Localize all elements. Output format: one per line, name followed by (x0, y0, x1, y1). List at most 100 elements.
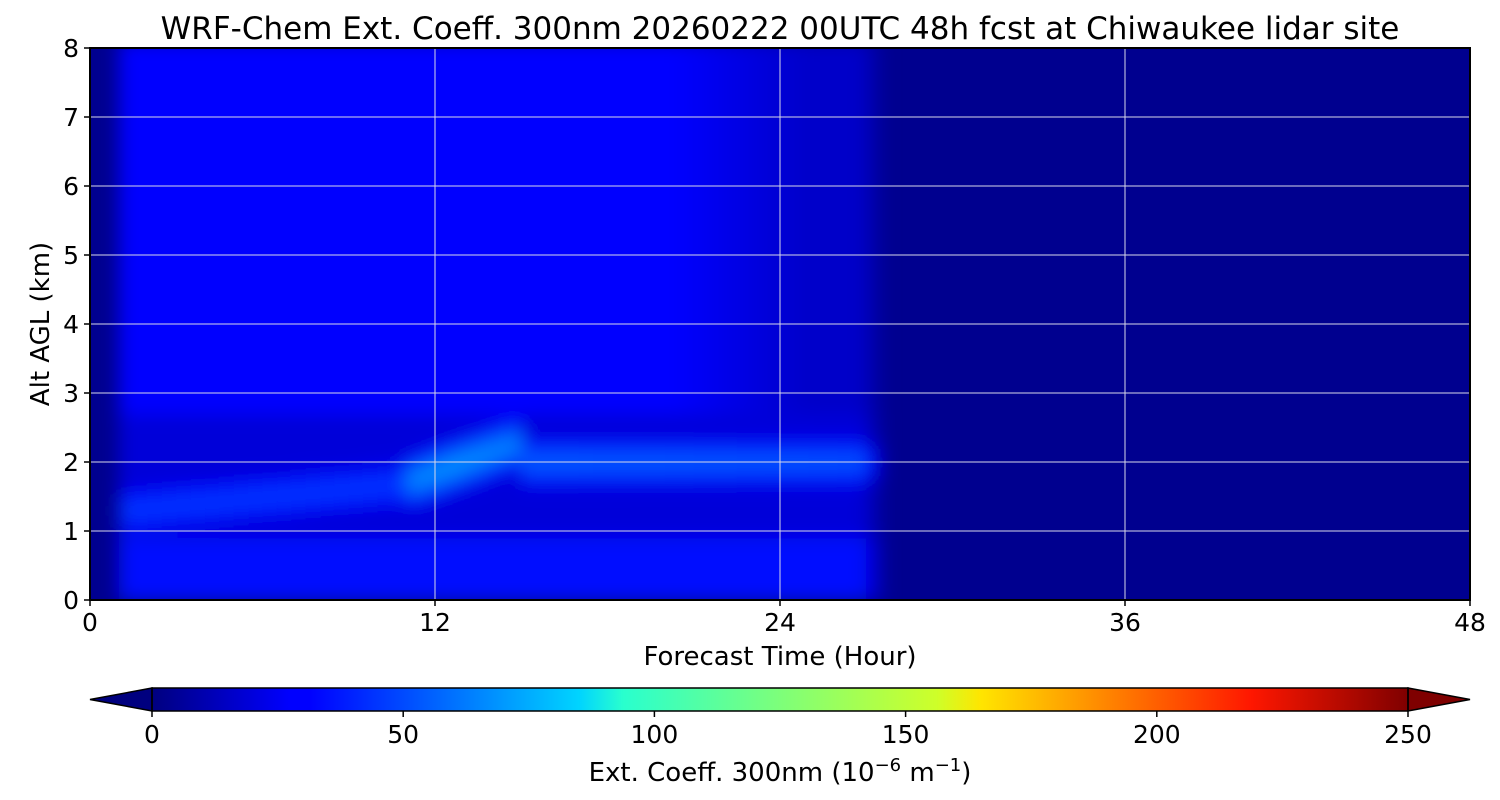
heatmap-cell (665, 448, 680, 456)
heatmap-cell (161, 220, 177, 228)
heatmap-cell (248, 103, 264, 111)
heatmap-cell (276, 462, 292, 470)
heatmap-cell (607, 103, 623, 111)
heatmap-cell (765, 544, 781, 553)
heatmap-cell (550, 255, 565, 263)
heatmap-cell (665, 337, 680, 346)
heatmap-cell (679, 144, 695, 153)
heatmap-cell (190, 303, 206, 311)
heatmap-cell (161, 261, 177, 270)
heatmap-cell (751, 579, 767, 587)
heatmap-cell (118, 48, 134, 56)
heatmap-cell (449, 503, 465, 511)
heatmap-cell (463, 393, 479, 401)
heatmap-cell (808, 531, 824, 539)
heatmap-cell (751, 255, 767, 263)
heatmap-cell (406, 379, 422, 387)
heatmap-cell (550, 455, 565, 463)
heatmap-cell (262, 517, 278, 525)
heatmap-cell (837, 579, 853, 587)
heatmap-cell (276, 517, 292, 525)
heatmap-cell (233, 248, 249, 256)
heatmap-cell (578, 455, 594, 463)
heatmap-cell (435, 544, 450, 553)
heatmap-cell (492, 186, 508, 194)
heatmap-cell (751, 565, 767, 573)
heatmap-cell (736, 179, 752, 187)
heatmap-cell (320, 234, 335, 242)
heatmap-cell (176, 296, 192, 304)
heatmap-cell (837, 358, 853, 366)
heatmap-cell (535, 386, 551, 394)
heatmap-cell (334, 144, 350, 153)
heatmap-cell (521, 441, 537, 449)
heatmap-cell (348, 593, 364, 600)
heatmap-cell (449, 289, 465, 297)
heatmap-cell (564, 537, 580, 546)
heatmap-cell (679, 558, 695, 567)
heatmap-cell (147, 517, 163, 525)
heatmap-cell (837, 475, 853, 484)
heatmap-cell (506, 151, 522, 159)
heatmap-cell (593, 234, 609, 242)
heatmap-cell (794, 227, 810, 235)
heatmap-cell (736, 220, 752, 228)
heatmap-cell (794, 165, 810, 173)
heatmap-cell (291, 572, 307, 580)
heatmap-cell (765, 165, 781, 173)
heatmap-cell (823, 551, 839, 560)
heatmap-cell (607, 151, 623, 159)
heatmap-cell (564, 186, 580, 194)
heatmap-cell (420, 255, 436, 263)
heatmap-cell (334, 358, 350, 366)
heatmap-cell (205, 344, 220, 353)
heatmap-cell (506, 565, 522, 573)
heatmap-cell (363, 510, 379, 518)
heatmap-cell (808, 206, 824, 215)
heatmap-cell (521, 420, 537, 429)
heatmap-cell (262, 213, 278, 222)
heatmap-cell (722, 61, 738, 70)
heatmap-cell (578, 54, 594, 63)
heatmap-cell (578, 206, 594, 215)
heatmap-cell (118, 268, 134, 277)
heatmap-cell (262, 330, 278, 339)
heatmap-cell (205, 455, 220, 463)
heatmap-cell (751, 496, 767, 504)
heatmap-cell (607, 503, 623, 511)
heatmap-cell (305, 296, 321, 304)
heatmap-cell (449, 475, 465, 484)
heatmap-cell (794, 151, 810, 159)
heatmap-cell (506, 130, 522, 139)
heatmap-cell (391, 137, 407, 146)
heatmap-cell (334, 61, 350, 70)
heatmap-cell (161, 54, 177, 63)
heatmap-cell (851, 96, 867, 104)
heatmap-cell (636, 96, 652, 104)
heatmap-cell (621, 448, 637, 456)
heatmap-cell (621, 482, 637, 491)
heatmap-field (118, 48, 882, 600)
heatmap-cell (205, 317, 220, 325)
heatmap-cell (219, 206, 235, 215)
heatmap-cell (823, 213, 839, 222)
heatmap-cell (435, 565, 450, 573)
heatmap-cell (851, 324, 867, 332)
heatmap-cell (679, 531, 695, 539)
heatmap-cell (593, 358, 609, 366)
heatmap-cell (693, 282, 709, 291)
heatmap-cell (722, 413, 738, 422)
heatmap-cell (478, 475, 494, 484)
heatmap-cell (492, 537, 508, 546)
heatmap-cell (578, 565, 594, 573)
heatmap-cell (823, 434, 839, 442)
heatmap-cell (147, 427, 163, 435)
heatmap-cell (765, 144, 781, 153)
heatmap-cell (449, 68, 465, 77)
heatmap-cell (564, 365, 580, 373)
heatmap-cell (866, 482, 882, 491)
heatmap-cell (650, 406, 666, 415)
heatmap-cell (693, 54, 709, 63)
heatmap-cell (305, 337, 321, 346)
heatmap-cell (147, 289, 163, 297)
